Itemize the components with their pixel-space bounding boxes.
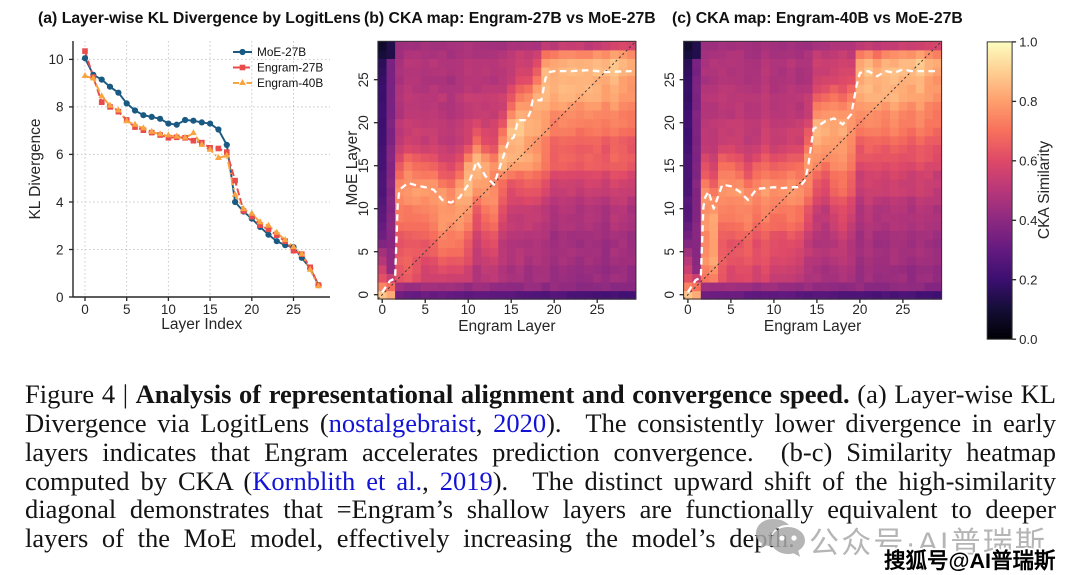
svg-text:0.2: 0.2 [1019, 272, 1037, 287]
svg-text:5: 5 [356, 248, 371, 256]
svg-text:0: 0 [378, 302, 386, 317]
svg-text:0: 0 [81, 302, 89, 317]
svg-text:Engram Layer: Engram Layer [458, 318, 555, 335]
svg-text:1.0: 1.0 [1019, 35, 1037, 50]
svg-text:25: 25 [356, 72, 371, 87]
svg-text:(c) CKA map: Engram-40B vs MoE: (c) CKA map: Engram-40B vs MoE-27B [672, 10, 963, 27]
svg-text:15: 15 [356, 158, 371, 173]
svg-text:20: 20 [547, 302, 562, 317]
svg-text:5: 5 [727, 302, 735, 317]
svg-text:0.8: 0.8 [1019, 94, 1037, 109]
svg-text:10: 10 [766, 302, 781, 317]
svg-text:Engram Layer: Engram Layer [764, 318, 861, 335]
svg-text:20: 20 [662, 115, 677, 130]
svg-text:10: 10 [48, 52, 63, 67]
svg-text:20: 20 [244, 302, 259, 317]
svg-text:15: 15 [662, 158, 677, 173]
svg-text:Engram-40B: Engram-40B [257, 76, 323, 90]
svg-text:10: 10 [161, 302, 176, 317]
svg-text:0.0: 0.0 [1019, 332, 1037, 347]
svg-text:10: 10 [662, 201, 677, 216]
svg-text:CKA Similarity: CKA Similarity [1036, 141, 1053, 239]
svg-text:Engram-27B: Engram-27B [257, 61, 323, 75]
svg-text:5: 5 [123, 302, 131, 317]
svg-text:25: 25 [662, 72, 677, 87]
svg-text:MoE Layer: MoE Layer [344, 131, 361, 206]
svg-text:0: 0 [662, 291, 677, 299]
svg-text:0.4: 0.4 [1019, 213, 1037, 228]
svg-text:(a) Layer-wise KL Divergence b: (a) Layer-wise KL Divergence by LogitLen… [38, 10, 361, 27]
svg-text:5: 5 [421, 302, 429, 317]
svg-text:15: 15 [504, 302, 519, 317]
svg-text:25: 25 [286, 302, 301, 317]
svg-text:(b) CKA map: Engram-27B vs MoE: (b) CKA map: Engram-27B vs MoE-27B [364, 10, 656, 27]
svg-text:8: 8 [56, 100, 64, 115]
svg-text:25: 25 [895, 302, 910, 317]
svg-text:20: 20 [356, 115, 371, 130]
svg-text:15: 15 [203, 302, 218, 317]
svg-text:MoE-27B: MoE-27B [257, 45, 306, 59]
svg-text:0: 0 [684, 302, 692, 317]
svg-text:0.6: 0.6 [1019, 153, 1037, 168]
svg-text:0: 0 [56, 290, 64, 305]
svg-text:15: 15 [809, 302, 824, 317]
svg-text:25: 25 [590, 302, 605, 317]
svg-text:4: 4 [56, 195, 64, 210]
svg-text:Layer Index: Layer Index [161, 316, 242, 333]
svg-text:20: 20 [852, 302, 867, 317]
svg-text:6: 6 [56, 147, 64, 162]
svg-text:KL Divergence: KL Divergence [27, 118, 44, 219]
svg-text:10: 10 [461, 302, 476, 317]
svg-text:5: 5 [662, 248, 677, 256]
svg-text:0: 0 [356, 291, 371, 299]
svg-text:10: 10 [356, 201, 371, 216]
svg-text:2: 2 [56, 242, 64, 257]
